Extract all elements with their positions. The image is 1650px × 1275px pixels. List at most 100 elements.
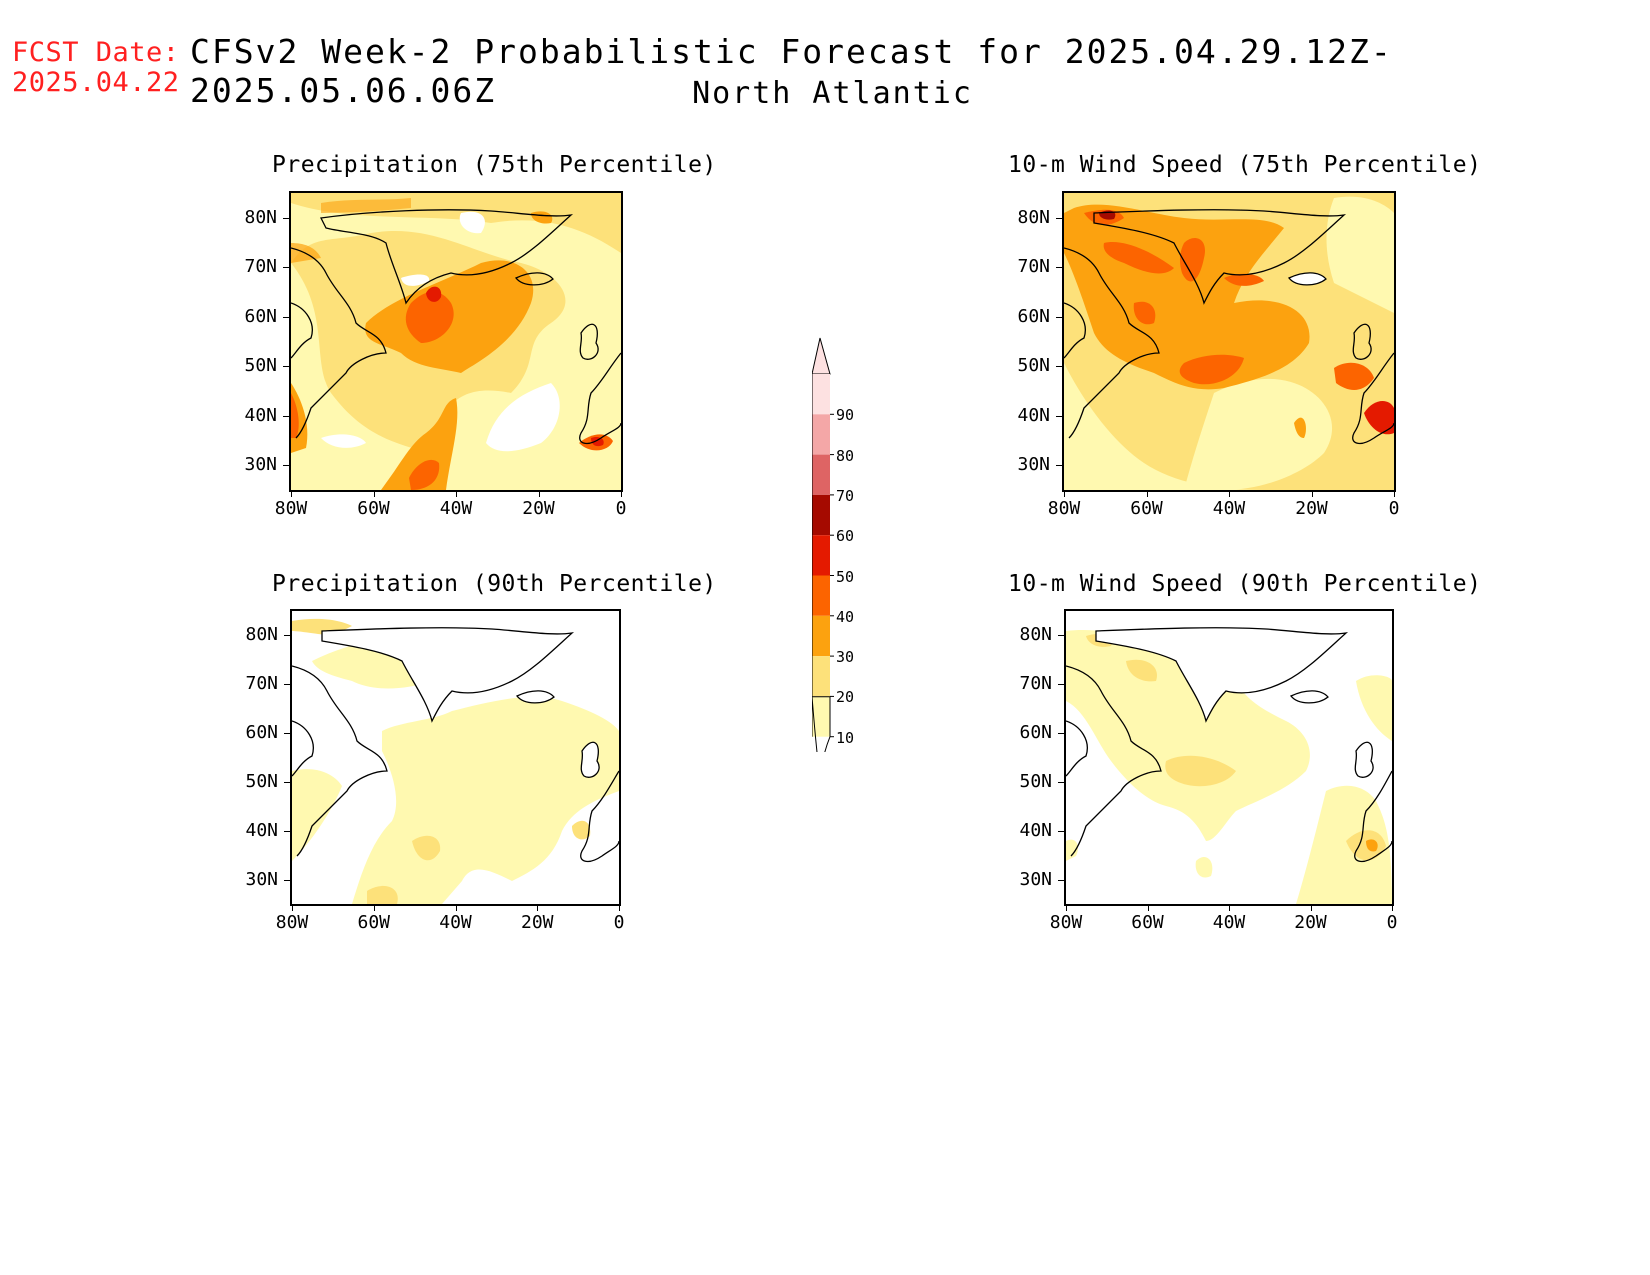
lat-label: 30N: [244, 454, 277, 476]
lon-label: 0: [615, 498, 627, 519]
lat-tick: [284, 684, 290, 686]
lon-label: 20W: [520, 912, 554, 933]
lat-tick: [284, 781, 290, 783]
lon-tick: [1147, 905, 1149, 911]
panel-title-precip-75: Precipitation (75th Percentile): [272, 152, 717, 178]
lon-tick: [1066, 905, 1067, 911]
lon-tick: [1394, 491, 1395, 497]
lat-tick: [1058, 635, 1064, 637]
lon-label: 40W: [1212, 912, 1246, 933]
lat-label: 60N: [1017, 305, 1050, 327]
lon-label: 60W: [1130, 498, 1163, 519]
lon-label: 80W: [274, 498, 308, 519]
lat-label: 30N: [1019, 868, 1052, 890]
lon-tick: [1310, 905, 1312, 911]
fcst-date-value: 2025.04.22: [12, 67, 180, 98]
lon-label: 60W: [357, 498, 390, 519]
lat-tick: [284, 635, 290, 637]
lat-tick: [283, 267, 289, 269]
colorbar-swatch: [812, 414, 830, 455]
panel-title-wind-75: 10-m Wind Speed (75th Percentile): [1008, 152, 1482, 178]
lat-tick: [1058, 684, 1064, 686]
colorbar-swatch: [812, 494, 830, 536]
lat-label: 80N: [244, 206, 277, 228]
colorbar-swatch: [812, 656, 830, 697]
lat-label: 40N: [244, 404, 277, 426]
lat-label: 50N: [245, 770, 278, 792]
lat-label: 50N: [244, 355, 277, 377]
lon-label: 80W: [275, 912, 309, 933]
lon-label: 40W: [439, 912, 472, 933]
map-precip-75: [289, 191, 623, 492]
lat-label: 40N: [1017, 404, 1050, 426]
colorbar-svg: [811, 337, 834, 779]
lon-tick: [619, 905, 620, 911]
colorbar-label: 40: [836, 607, 855, 626]
lat-tick: [1056, 366, 1062, 368]
colorbar-label: 60: [836, 527, 855, 546]
lat-tick: [1056, 415, 1062, 417]
lon-tick: [1146, 491, 1148, 497]
lon-label: 20W: [522, 498, 555, 519]
lat-tick: [1058, 781, 1064, 783]
lat-label: 80N: [245, 624, 278, 646]
lat-label: 40N: [245, 819, 278, 841]
lat-tick: [283, 366, 289, 368]
colorbar-swatch: [812, 454, 830, 495]
lon-tick: [455, 905, 457, 911]
lat-label: 30N: [245, 868, 278, 890]
lat-label: 50N: [1019, 770, 1052, 792]
fcst-date-label: FCST Date:: [12, 37, 180, 68]
lon-label: 0: [1388, 498, 1400, 519]
lon-tick: [1229, 905, 1230, 911]
lat-label: 50N: [1017, 355, 1050, 377]
lat-tick: [284, 830, 290, 832]
colorbar-swatch: [812, 374, 830, 415]
fcst-date-block: FCST Date: 2025.04.22: [12, 38, 180, 98]
lon-label: 60W: [357, 912, 390, 933]
lat-tick: [1056, 267, 1062, 269]
map-wind-90: [1064, 609, 1394, 906]
colorbar-label: 10: [836, 728, 855, 747]
lon-label: 80W: [1049, 912, 1083, 933]
lat-tick: [283, 316, 289, 318]
lat-tick: [1056, 217, 1062, 219]
colorbar-label: 90: [836, 406, 855, 425]
lon-tick: [373, 905, 375, 911]
lat-label: 60N: [244, 305, 277, 327]
lon-tick: [1064, 491, 1065, 497]
lat-label: 70N: [244, 256, 277, 278]
colorbar-swatch: [812, 615, 830, 657]
lon-label: 40W: [439, 498, 473, 519]
lat-tick: [283, 415, 289, 417]
lon-label: 40W: [1212, 498, 1246, 519]
lon-tick: [456, 491, 457, 497]
map-wind-75: [1062, 191, 1396, 492]
lon-tick: [621, 491, 622, 497]
colorbar-label: 80: [836, 446, 855, 465]
colorbar-label: 30: [836, 648, 855, 667]
colorbar-label: 20: [836, 688, 855, 707]
lat-tick: [284, 879, 290, 881]
lat-tick: [283, 217, 289, 219]
lat-tick: [283, 465, 289, 467]
lat-label: 60N: [245, 722, 278, 744]
panel-title-precip-90: Precipitation (90th Percentile): [272, 571, 717, 597]
lon-label: 60W: [1131, 912, 1164, 933]
lon-tick: [1311, 491, 1313, 497]
colorbar-swatch: [812, 696, 830, 737]
lat-label: 30N: [1017, 454, 1050, 476]
lat-tick: [1056, 465, 1062, 467]
lat-label: 40N: [1019, 819, 1052, 841]
lat-tick: [1056, 316, 1062, 318]
lon-label: 80W: [1047, 498, 1081, 519]
main-title: CFSv2 Week-2 Probabilistic Forecast for …: [190, 32, 1393, 110]
lon-tick: [1229, 491, 1230, 497]
lat-label: 80N: [1019, 624, 1052, 646]
lon-tick: [373, 491, 375, 497]
lat-label: 80N: [1017, 206, 1050, 228]
lon-label: 20W: [1295, 498, 1328, 519]
region-title: North Atlantic: [692, 76, 973, 111]
lon-tick: [292, 905, 293, 911]
lon-label: 20W: [1294, 912, 1327, 933]
